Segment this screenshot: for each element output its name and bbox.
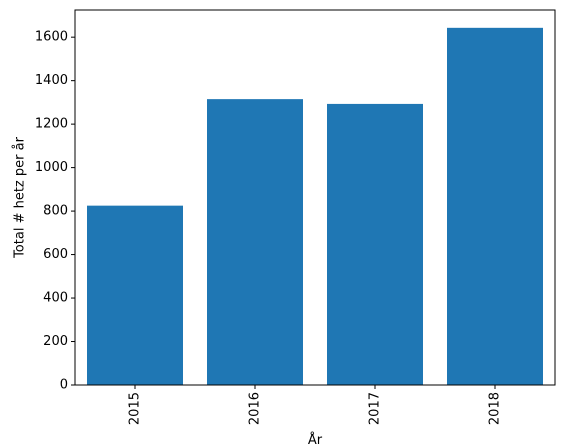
bar-2015 xyxy=(87,205,183,385)
y-tick-label: 800 xyxy=(43,204,68,219)
x-tick-label: 2016 xyxy=(248,392,263,425)
x-axis-label: År xyxy=(308,432,323,448)
y-tick-label: 400 xyxy=(43,291,68,306)
y-axis-ticks: 0 200 400 600 800 1000 1200 1400 1600 xyxy=(35,30,75,393)
bars-group xyxy=(87,27,543,386)
x-tick-label: 2017 xyxy=(368,392,383,425)
y-axis-label: Total # hetz per år xyxy=(13,136,28,259)
y-tick-label: 600 xyxy=(43,247,68,262)
y-tick-label: 1600 xyxy=(35,30,68,45)
x-tick-label: 2015 xyxy=(128,392,143,425)
bar-2017 xyxy=(327,103,423,386)
bar-2016 xyxy=(207,99,303,385)
x-tick-label: 2018 xyxy=(488,392,503,425)
x-axis-ticks: 2015 2016 2017 2018 xyxy=(128,385,503,425)
plot-frame xyxy=(74,9,556,386)
y-tick-label: 1200 xyxy=(35,117,68,132)
bar-2018 xyxy=(447,27,543,386)
y-tick-label: 200 xyxy=(43,334,68,349)
y-tick-label: 0 xyxy=(60,378,68,393)
y-tick-label: 1400 xyxy=(35,73,68,88)
y-tick-label: 1000 xyxy=(35,160,68,175)
